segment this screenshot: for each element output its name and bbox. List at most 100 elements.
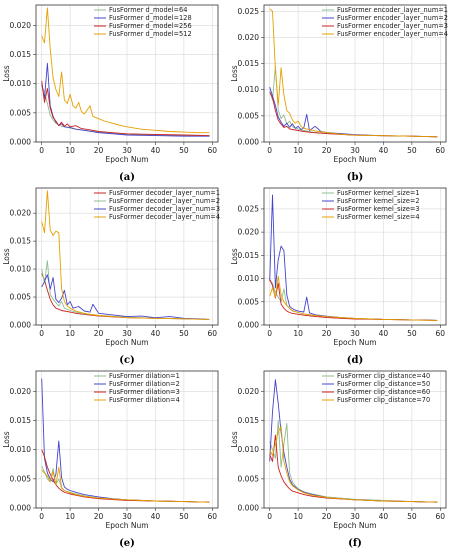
chart-5-series-line-3	[269, 425, 438, 503]
chart-2-ytick-label-4: 0.020	[10, 209, 32, 218]
chart-4-legend-label-2: FusFormer dilation=3	[109, 388, 180, 396]
chart-1-xtick-label-0: 0	[267, 146, 272, 155]
chart-2-legend-label-3: FusFormer decoder_layer_num=4	[109, 213, 220, 221]
chart-0-ytick-label-1: 0.005	[10, 108, 32, 117]
panel-a: 0 10 20 30 40 50 60 0.000 0.005 0.010 0.015 0.020 Ep…	[2, 4, 219, 183]
chart-1-xtick-label-2: 20	[322, 146, 332, 155]
chart-4-panel-caption: (e)	[119, 538, 135, 549]
chart-4-ylabel: Loss	[2, 431, 11, 448]
chart-2-ytick-label-1: 0.005	[10, 293, 32, 302]
chart-3-series-line-2	[269, 279, 438, 321]
chart-2-ytick-label-0: 0.000	[10, 321, 32, 330]
chart-2-xtick-label-6: 60	[208, 329, 218, 338]
chart-4-xtick-label-6: 60	[208, 512, 218, 521]
panel-f: 0 10 20 30 40 50 60 0.000 0.005 0.010 0.015 0.020 Ep…	[230, 370, 447, 549]
chart-0-xtick-label-4: 40	[151, 146, 161, 155]
chart-0-xtick-label-0: 0	[39, 146, 44, 155]
chart-3-xtick-label-6: 60	[436, 329, 446, 338]
chart-2-xtick-label-3: 30	[122, 329, 132, 338]
chart-2-xtick-label-4: 40	[151, 329, 161, 338]
chart-0-ytick-label-2: 0.010	[10, 79, 32, 88]
chart-1-series-line-3	[269, 8, 438, 138]
chart-4-xtick-label-0: 0	[39, 512, 44, 521]
chart-3-ytick-label-3: 0.015	[238, 251, 260, 260]
chart-2-panel-caption: (c)	[119, 355, 135, 366]
chart-0-legend-label-2: FusFormer d_model=256	[109, 22, 192, 30]
chart-3-series-line-0	[269, 279, 438, 321]
chart-3-ytick-label-0: 0.000	[238, 321, 260, 330]
chart-3-xtick-label-1: 10	[293, 329, 303, 338]
chart-1-series-line-0	[269, 65, 438, 138]
chart-1-xtick-label-1: 10	[293, 146, 303, 155]
chart-5-ytick-label-3: 0.015	[238, 416, 260, 425]
chart-4-xlabel: Epoch Num	[105, 521, 148, 530]
chart-0-ytick-label-4: 0.020	[10, 21, 32, 30]
chart-2-xtick-label-2: 20	[94, 329, 104, 338]
chart-5-legend-label-0: FusFormer clip_distance=40	[337, 372, 430, 380]
chart-5-xlabel: Epoch Num	[333, 521, 376, 530]
chart-2-series-line-0	[41, 273, 210, 320]
chart-2-xtick-label-1: 10	[65, 329, 75, 338]
chart-5-legend-label-1: FusFormer clip_distance=50	[337, 380, 430, 388]
chart-0-legend-label-3: FusFormer d_model=512	[109, 30, 192, 38]
chart-1-ytick-label-0: 0.000	[238, 138, 260, 147]
chart-5-legend-label-3: FusFormer clip_distance=70	[337, 396, 430, 404]
chart-0-series-line-0	[41, 84, 210, 137]
chart-4-ytick-label-4: 0.020	[10, 387, 32, 396]
chart-0-xlabel: Epoch Num	[105, 155, 148, 164]
chart-3-ytick-label-5: 0.025	[238, 204, 260, 213]
chart-3-ytick-label-2: 0.010	[238, 274, 260, 283]
chart-0-xtick-label-2: 20	[94, 146, 104, 155]
chart-4-xtick-label-5: 50	[179, 512, 189, 521]
panel-c: 0 10 20 30 40 50 60 0.000 0.005 0.010 0.015 0.020 Ep…	[2, 187, 220, 366]
chart-1-ytick-label-3: 0.015	[238, 59, 260, 68]
chart-2-series-line-3	[41, 190, 210, 320]
chart-4-xtick-label-4: 40	[151, 512, 161, 521]
chart-5-ytick-label-1: 0.005	[238, 474, 260, 483]
chart-2-ytick-label-3: 0.015	[10, 237, 32, 246]
chart-5-xtick-label-2: 20	[322, 512, 332, 521]
chart-3-ytick-label-1: 0.005	[238, 297, 260, 306]
chart-3-xtick-label-4: 40	[379, 329, 389, 338]
chart-2-legend-label-0: FusFormer decoder_layer_num=1	[109, 189, 220, 197]
chart-4-xtick-label-3: 30	[122, 512, 132, 521]
chart-5-xtick-label-3: 30	[350, 512, 360, 521]
chart-4-legend-label-1: FusFormer dilation=2	[109, 380, 180, 388]
chart-0-legend-label-1: FusFormer d_model=128	[109, 14, 192, 22]
chart-3-panel-caption: (d)	[347, 355, 363, 366]
chart-2-series-line-2	[41, 274, 210, 320]
chart-1-series-line-1	[269, 86, 438, 138]
chart-4-series-line-0	[41, 465, 210, 503]
chart-5-legend-label-2: FusFormer clip_distance=60	[337, 388, 430, 396]
chart-4-ytick-label-3: 0.015	[10, 416, 32, 425]
chart-2-xtick-label-0: 0	[39, 329, 44, 338]
chart-3-xtick-label-3: 30	[350, 329, 360, 338]
chart-2-xtick-label-5: 50	[179, 329, 189, 338]
chart-5-xtick-label-5: 50	[407, 512, 417, 521]
chart-1-legend-label-1: FusFormer encoder_layer_num=2	[337, 14, 448, 22]
chart-5-ytick-label-2: 0.010	[238, 445, 260, 454]
chart-3-ylabel: Loss	[230, 248, 239, 265]
chart-4-ytick-label-2: 0.010	[10, 445, 32, 454]
chart-3-xtick-label-5: 50	[407, 329, 417, 338]
chart-4-xtick-label-2: 20	[94, 512, 104, 521]
chart-5-ylabel: Loss	[230, 431, 239, 448]
chart-0-panel-caption: (a)	[119, 172, 135, 183]
chart-2-xlabel: Epoch Num	[105, 338, 148, 347]
panel-d: 0 10 20 30 40 50 60 0.000 0.005 0.010 0.015 0.020 0.…	[230, 187, 447, 366]
chart-4-xtick-label-1: 10	[65, 512, 75, 521]
chart-3-xtick-label-2: 20	[322, 329, 332, 338]
chart-5-series-line-0	[269, 420, 438, 503]
chart-4-series-line-3	[41, 466, 210, 503]
chart-0-series-line-2	[41, 80, 210, 137]
chart-1-xtick-label-5: 50	[407, 146, 417, 155]
chart-2-series-line-1	[41, 260, 210, 320]
chart-0-xtick-label-5: 50	[179, 146, 189, 155]
chart-5-panel-caption: (f)	[348, 538, 362, 549]
chart-3-series-line-3	[269, 275, 438, 321]
chart-2-ytick-label-2: 0.010	[10, 265, 32, 274]
chart-1-ytick-label-5: 0.025	[238, 7, 260, 16]
chart-4-ytick-label-0: 0.000	[10, 504, 32, 513]
chart-4-legend-label-0: FusFormer dilation=1	[109, 372, 180, 380]
chart-5-xtick-label-4: 40	[379, 512, 389, 521]
